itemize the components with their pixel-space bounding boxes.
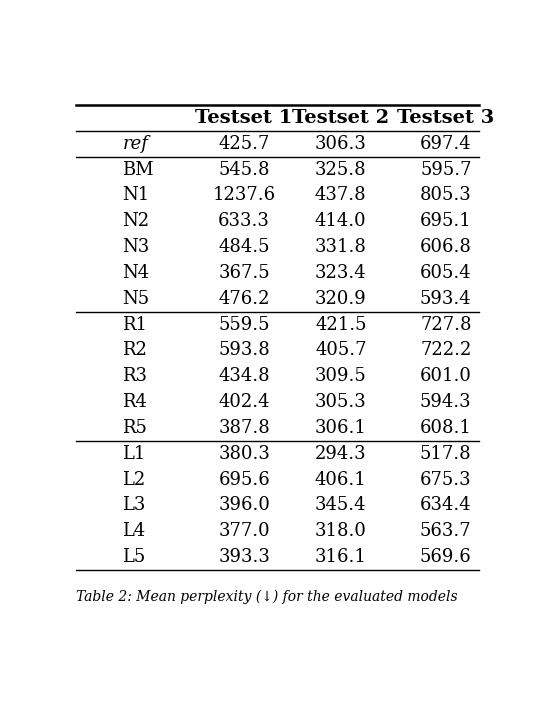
Text: 608.1: 608.1 [420,419,472,437]
Text: 331.8: 331.8 [315,238,367,256]
Text: 425.7: 425.7 [218,135,270,153]
Text: L4: L4 [122,522,146,540]
Text: Testset 1: Testset 1 [196,109,293,127]
Text: 593.4: 593.4 [420,290,472,308]
Text: 306.1: 306.1 [315,419,367,437]
Text: N3: N3 [122,238,150,256]
Text: L1: L1 [122,445,146,463]
Text: 545.8: 545.8 [218,161,270,178]
Text: N4: N4 [122,264,150,282]
Text: 345.4: 345.4 [315,496,366,515]
Text: R3: R3 [122,367,147,386]
Text: 476.2: 476.2 [218,290,270,308]
Text: 405.7: 405.7 [315,341,366,359]
Text: 320.9: 320.9 [315,290,366,308]
Text: 325.8: 325.8 [315,161,366,178]
Text: 634.4: 634.4 [420,496,472,515]
Text: 633.3: 633.3 [218,212,270,230]
Text: 306.3: 306.3 [315,135,367,153]
Text: 559.5: 559.5 [218,316,270,333]
Text: 805.3: 805.3 [420,186,472,204]
Text: 722.2: 722.2 [420,341,472,359]
Text: 377.0: 377.0 [218,522,270,540]
Text: 593.8: 593.8 [218,341,270,359]
Text: 517.8: 517.8 [420,445,472,463]
Text: Table 2: Mean perplexity (↓) for the evaluated models: Table 2: Mean perplexity (↓) for the eva… [76,589,458,603]
Text: 727.8: 727.8 [420,316,472,333]
Text: Testset 3: Testset 3 [397,109,494,127]
Text: L3: L3 [122,496,146,515]
Text: 606.8: 606.8 [420,238,472,256]
Text: 318.0: 318.0 [315,522,367,540]
Text: 316.1: 316.1 [315,548,367,566]
Text: BM: BM [122,161,154,178]
Text: R2: R2 [122,341,147,359]
Text: 605.4: 605.4 [420,264,472,282]
Text: 437.8: 437.8 [315,186,366,204]
Text: 484.5: 484.5 [218,238,270,256]
Text: 402.4: 402.4 [218,393,270,411]
Text: N2: N2 [122,212,150,230]
Text: N5: N5 [122,290,150,308]
Text: 414.0: 414.0 [315,212,366,230]
Text: 563.7: 563.7 [420,522,472,540]
Text: 1237.6: 1237.6 [212,186,276,204]
Text: 309.5: 309.5 [315,367,366,386]
Text: N1: N1 [122,186,150,204]
Text: 601.0: 601.0 [420,367,472,386]
Text: 396.0: 396.0 [218,496,270,515]
Text: R4: R4 [122,393,147,411]
Text: 695.1: 695.1 [420,212,472,230]
Text: R1: R1 [122,316,147,333]
Text: 294.3: 294.3 [315,445,366,463]
Text: Testset 2: Testset 2 [292,109,389,127]
Text: 393.3: 393.3 [218,548,270,566]
Text: 695.6: 695.6 [218,471,270,488]
Text: 367.5: 367.5 [218,264,270,282]
Text: 323.4: 323.4 [315,264,366,282]
Text: 697.4: 697.4 [420,135,472,153]
Text: 675.3: 675.3 [420,471,472,488]
Text: 594.3: 594.3 [420,393,472,411]
Text: 387.8: 387.8 [218,419,270,437]
Text: L5: L5 [122,548,146,566]
Text: 421.5: 421.5 [315,316,366,333]
Text: 380.3: 380.3 [218,445,270,463]
Text: 595.7: 595.7 [420,161,472,178]
Text: R5: R5 [122,419,147,437]
Text: 305.3: 305.3 [315,393,366,411]
Text: 569.6: 569.6 [420,548,472,566]
Text: 434.8: 434.8 [218,367,270,386]
Text: 406.1: 406.1 [315,471,366,488]
Text: L2: L2 [122,471,146,488]
Text: ref: ref [122,135,148,153]
